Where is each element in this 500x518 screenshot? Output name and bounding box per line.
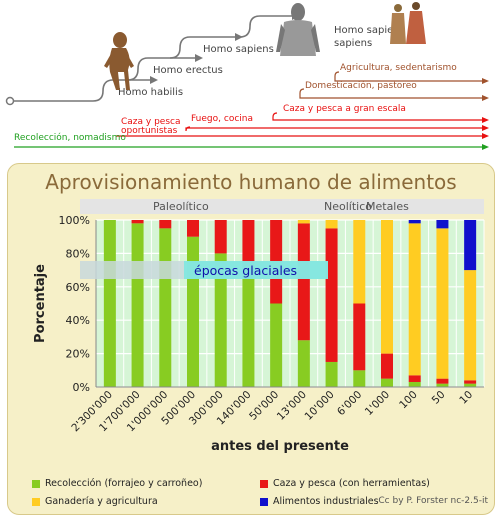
x-tick-label: 6'000 [335, 389, 364, 418]
legend-item-recoleccion: Recolección (forrajeo y carroñeo) [32, 478, 202, 489]
legend-label-industriales: Alimentos industriales [273, 496, 379, 507]
species-label-sapiens: Homo sapiens [203, 44, 274, 55]
bar-segment-3-11 [381, 220, 393, 354]
bar-segment-2-10 [353, 303, 366, 371]
species-staircase [10, 15, 292, 102]
bar-segment-2-8 [297, 223, 310, 341]
bar-segment-3-12 [408, 223, 421, 376]
legend-label-ganaderia: Ganadería y agricultura [45, 496, 158, 507]
bar-segment-2-13 [436, 378, 449, 384]
brown-event-lines [299, 71, 482, 99]
bar-segment-2-3 [159, 220, 172, 229]
bar-segment-2-11 [381, 353, 393, 379]
y-tick-label: 0% [73, 381, 90, 394]
legend-swatch-recoleccion [32, 479, 40, 488]
x-tick-label: 50 [430, 389, 448, 407]
bar-segment-1-9 [325, 361, 338, 387]
red-event-lines [116, 112, 482, 137]
red-arrowheads [482, 117, 489, 139]
bar-segment-1-3 [159, 228, 172, 387]
bar-segment-3-8 [297, 220, 310, 224]
event-agricultura: Agricultura, sedentarismo [340, 63, 457, 73]
bar-segment-3-13 [436, 228, 449, 379]
bar-segment-1-1 [103, 220, 116, 387]
species-label-sapiens-sapiens-1: Homo sapiens [334, 25, 405, 36]
x-tick-label: 13'000 [275, 389, 309, 423]
legend-item-industriales: Alimentos industriales [260, 496, 379, 507]
x-axis-title: antes del presente [211, 439, 349, 454]
glacial-band-highlight [184, 261, 328, 279]
bar-segment-2-5 [214, 220, 227, 254]
sapiens-figure-icon [276, 3, 320, 56]
bar-segment-4-13 [436, 220, 449, 229]
y-tick-label: 40% [66, 314, 90, 327]
legend-item-ganaderia: Ganadería y agricultura [32, 496, 158, 507]
event-fuego-cocina: Fuego, cocina [191, 114, 253, 124]
bar-segment-1-8 [297, 340, 310, 387]
event-caza-gran-escala: Caza y pesca a gran escala [283, 104, 406, 114]
bar-segment-1-5 [214, 253, 227, 387]
x-tick-label: 10 [457, 389, 475, 407]
x-tick-label: 50'000 [247, 389, 281, 423]
bar-segment-2-9 [325, 228, 338, 362]
event-caza-oportunistas-1: Caza y pesca [121, 117, 181, 127]
chart-panel: Aprovisionamiento humano de alimentos Pa… [7, 163, 495, 515]
bar-segment-1-13 [436, 383, 449, 387]
legend-item-caza: Caza y pesca (con herramientas) [260, 478, 430, 489]
glacial-annotation: épocas glaciales [194, 263, 297, 278]
event-recoleccion: Recolección, nomadismo [14, 132, 126, 143]
bar-segment-1-12 [408, 381, 421, 387]
bar-segment-3-14 [464, 270, 477, 381]
bar-segment-1-14 [464, 383, 477, 387]
timeline: Homo habilis Homo erectus Homo sapiens H… [5, 2, 489, 150]
bar-segment-1-11 [381, 378, 393, 387]
brown-arrowheads [482, 78, 489, 101]
bar-segment-2-4 [187, 220, 199, 237]
bar-segment-1-6 [242, 278, 255, 387]
bar-segment-2-2 [131, 220, 144, 224]
y-tick-label: 60% [66, 281, 90, 294]
bar-segment-1-2 [131, 223, 144, 387]
bar-segment-4-12 [408, 220, 421, 224]
species-label-sapiens-sapiens-2: sapiens [334, 38, 372, 49]
bar-segment-1-7 [270, 303, 283, 387]
legend-label-caza: Caza y pesca (con herramientas) [273, 478, 430, 489]
legend-swatch-industriales [260, 497, 268, 506]
stacked-bar-chart: 0%20%40%60%80%100%2'300'0001'700'0001'00… [33, 214, 485, 454]
y-axis-title: Porcentaje [33, 264, 48, 343]
modern-humans-figure-icon [390, 2, 426, 44]
habilis-figure-icon [104, 32, 134, 90]
event-caza-oportunistas-2: oportunistas [121, 126, 178, 136]
epoch-neolitico: Neolítico [324, 200, 372, 213]
species-label-erectus: Homo erectus [153, 65, 223, 76]
x-tick-label: 10'000 [303, 389, 337, 423]
species-start-dot [5, 96, 15, 106]
legend-swatch-caza [260, 479, 268, 488]
x-tick-label: 1'000 [363, 389, 392, 418]
epoch-paleolitico: Paleolítico [153, 200, 209, 213]
species-label-habilis: Homo habilis [118, 87, 183, 98]
bar-segment-1-4 [187, 236, 199, 387]
credit-text: Cc by P. Forster nc-2.5-it [378, 496, 488, 506]
y-tick-label: 100% [59, 214, 90, 227]
bar-segment-3-9 [325, 220, 338, 229]
epoch-band [80, 199, 484, 214]
green-arrowhead [482, 144, 489, 150]
bar-segment-4-14 [464, 220, 477, 271]
chart-title: Aprovisionamiento humano de alimentos [45, 170, 457, 194]
epoch-metales: Metales [366, 200, 409, 213]
y-tick-label: 80% [66, 247, 90, 260]
legend-label-recoleccion: Recolección (forrajeo y carroñeo) [45, 478, 203, 489]
bar-segment-3-10 [353, 220, 366, 304]
event-domesticacion: Domesticación, pastoreo [305, 80, 417, 91]
bar-segment-1-10 [353, 370, 366, 387]
bar-segment-2-14 [464, 380, 477, 384]
bar-segment-2-12 [408, 375, 421, 382]
y-tick-label: 20% [66, 348, 90, 361]
legend-swatch-ganaderia [32, 497, 40, 506]
x-tick-label: 100 [397, 389, 420, 412]
